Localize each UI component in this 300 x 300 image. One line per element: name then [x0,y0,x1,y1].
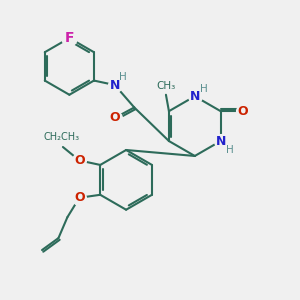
Text: N: N [110,79,120,92]
Text: N: N [215,134,226,148]
Text: N: N [190,90,200,103]
Text: F: F [64,31,74,45]
Text: H: H [200,84,208,94]
Text: O: O [74,154,85,167]
Text: O: O [238,105,248,118]
Text: O: O [74,191,85,204]
Text: H: H [119,72,127,82]
Text: O: O [110,111,120,124]
Text: CH₃: CH₃ [156,81,176,92]
Text: H: H [226,145,233,155]
Text: CH₂CH₃: CH₂CH₃ [44,133,80,142]
